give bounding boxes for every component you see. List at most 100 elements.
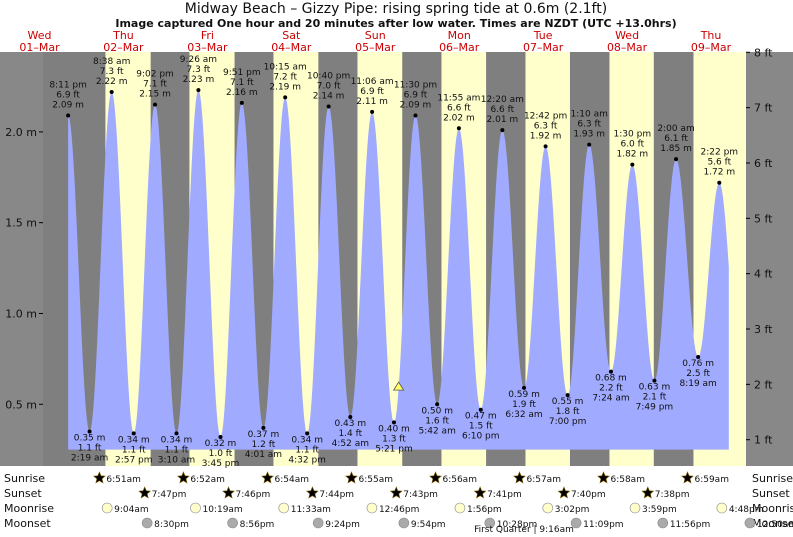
- moonset-row-label-left: Moonset: [4, 517, 51, 530]
- day-date-label: 07–Mar: [523, 41, 564, 54]
- low-tide-label: 5:42 am: [418, 426, 455, 436]
- sunset-icon: [641, 486, 655, 499]
- high-tide-label: 6.6 ft: [447, 103, 471, 113]
- high-tide-label: 2.01 m: [487, 115, 519, 125]
- high-tide-point: [674, 157, 679, 162]
- high-tide-label: 12:42 pm: [524, 111, 567, 121]
- low-tide-label: 1.4 ft: [338, 429, 362, 439]
- low-tide-label: 0.59 m: [508, 390, 540, 400]
- low-tide-label: 0.35 m: [74, 434, 106, 444]
- high-tide-point: [587, 142, 592, 147]
- low-tide-label: 0.50 m: [421, 406, 453, 416]
- low-tide-label: 0.76 m: [682, 359, 714, 369]
- sunset-time: 7:44pm: [319, 490, 354, 500]
- moon-phase-label: First Quarter | 9:16am: [474, 525, 574, 535]
- sunrise-row-label-right: Sunrise: [752, 472, 793, 485]
- moonset-time: 9:54pm: [411, 520, 446, 530]
- low-tide-point: [218, 434, 223, 439]
- low-tide-label: 4:32 pm: [288, 455, 326, 465]
- low-tide-label: 4:01 am: [245, 450, 282, 460]
- high-tide-label: 7.0 ft: [317, 81, 341, 91]
- sunset-time: 7:38pm: [655, 490, 690, 500]
- low-tide-label: 1.1 ft: [165, 445, 189, 455]
- sunrise-time: 6:55am: [358, 475, 393, 485]
- sunrise-row-label-left: Sunrise: [4, 472, 45, 485]
- low-tide-label: 7:00 pm: [549, 417, 587, 427]
- low-tide-point: [608, 369, 613, 374]
- low-tide-label: 0.37 m: [248, 430, 280, 440]
- low-tide-label: 2:57 pm: [115, 455, 153, 465]
- moonrise-time: 12:46pm: [379, 505, 419, 515]
- high-tide-label: 6.1 ft: [664, 134, 688, 144]
- day-date-label: 04–Mar: [271, 41, 312, 54]
- low-tide-point: [131, 431, 136, 436]
- day-weekday-label: Wed: [28, 29, 52, 42]
- sunset-icon: [222, 486, 236, 499]
- high-tide-label: 2.19 m: [269, 82, 301, 92]
- day-weekday-label: Tue: [533, 29, 553, 42]
- high-tide-label: 2.11 m: [356, 97, 388, 107]
- low-tide-label: 0.47 m: [465, 412, 497, 422]
- low-tide-label: 8:19 am: [679, 379, 716, 389]
- day-date-label: 06–Mar: [439, 41, 480, 54]
- moonset-time: 11:56pm: [670, 520, 710, 530]
- low-tide-label: 3:45 pm: [202, 459, 240, 469]
- low-tide-label: 1.1 ft: [78, 444, 102, 454]
- y-tick-label-right: 5 ft: [754, 212, 773, 225]
- low-tide-label: 2:19 am: [71, 454, 108, 464]
- high-tide-label: 1.85 m: [660, 144, 692, 154]
- high-tide-label: 7.1 ft: [143, 80, 167, 90]
- moonset-row-label-right: Moonset: [752, 517, 793, 530]
- high-tide-point: [543, 144, 548, 149]
- high-tide-label: 7.1 ft: [230, 78, 254, 88]
- y-tick-label-right: 4 ft: [754, 268, 773, 281]
- low-tide-label: 6:10 pm: [462, 432, 500, 442]
- moonset-time: 9:24pm: [325, 520, 360, 530]
- moonrise-time: 1:56pm: [467, 505, 502, 515]
- y-tick-label-left: 2.0 m: [5, 126, 37, 139]
- moonset-icon: [141, 517, 153, 529]
- day-date-label: 02–Mar: [103, 41, 144, 54]
- low-tide-label: 1.1 ft: [122, 445, 146, 455]
- low-tide-label: 1.5 ft: [469, 422, 493, 432]
- high-tide-label: 9:51 pm: [223, 68, 261, 78]
- sunset-time: 7:40pm: [571, 490, 606, 500]
- y-tick-label-right: 6 ft: [754, 157, 773, 170]
- moonset-time: 10:28pm: [497, 520, 537, 530]
- sunrise-icon: [429, 471, 442, 484]
- sunset-icon: [473, 486, 487, 499]
- low-tide-label: 1.1 ft: [295, 445, 319, 455]
- high-tide-label: 6.9 ft: [360, 87, 384, 97]
- high-tide-label: 7.3 ft: [100, 67, 124, 77]
- low-tide-label: 0.55 m: [552, 397, 584, 407]
- high-tide-label: 11:55 am: [437, 93, 480, 103]
- low-tide-label: 2.1 ft: [643, 393, 667, 403]
- high-tide-label: 1.82 m: [616, 150, 648, 160]
- sunrise-icon: [92, 471, 106, 484]
- low-tide-point: [261, 425, 266, 430]
- moonset-icon: [570, 517, 582, 529]
- tide-curve: [68, 90, 729, 450]
- high-tide-label: 6.6 ft: [490, 105, 514, 115]
- sunrise-time: 6:56am: [442, 475, 477, 485]
- high-tide-label: 2.14 m: [313, 91, 345, 101]
- high-tide-label: 2:00 am: [657, 124, 694, 134]
- low-tide-label: 1.6 ft: [425, 416, 449, 426]
- high-tide-label: 2.09 m: [400, 101, 432, 111]
- low-tide-point: [522, 385, 527, 390]
- sunrise-icon: [681, 471, 694, 484]
- moonrise-icon: [366, 502, 378, 514]
- low-tide-label: 4:52 am: [332, 439, 369, 449]
- moonset-icon: [744, 517, 756, 529]
- sunset-time: 7:46pm: [236, 490, 271, 500]
- high-tide-point: [196, 88, 201, 93]
- moonrise-time: 10:19am: [202, 505, 242, 515]
- high-tide-label: 8:38 am: [93, 57, 130, 67]
- low-tide-label: 0.34 m: [161, 435, 193, 445]
- day-weekday-label: Thu: [112, 29, 134, 42]
- sunrise-icon: [513, 471, 526, 484]
- low-tide-point: [305, 431, 310, 436]
- y-tick-label-left: 1.5 m: [5, 217, 37, 230]
- sunset-icon: [389, 486, 403, 499]
